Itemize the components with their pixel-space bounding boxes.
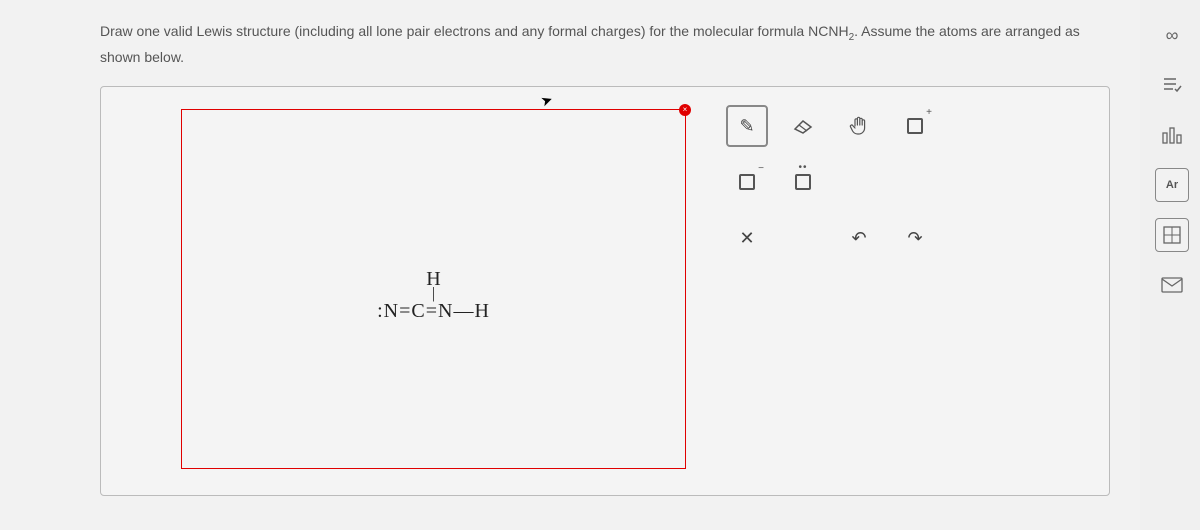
positive-charge-tool[interactable]: + — [894, 105, 936, 147]
hand-tool[interactable] — [838, 105, 880, 147]
question-prompt: Draw one valid Lewis structure (includin… — [100, 20, 1100, 68]
infinity-button[interactable]: ∞ — [1155, 18, 1189, 52]
lone-pair-tool[interactable]: •• — [782, 161, 824, 203]
lone-pair-box-icon — [795, 174, 811, 190]
negative-charge-tool[interactable]: − — [726, 161, 768, 203]
pencil-icon: ✎ — [739, 116, 754, 137]
clear-icon: ✕ — [739, 228, 754, 249]
redo-button[interactable]: ↷ — [894, 217, 936, 259]
infinity-icon: ∞ — [1166, 25, 1179, 46]
bars-button[interactable] — [1155, 118, 1189, 152]
negative-superscript: − — [758, 163, 764, 174]
molecule-main-chain: :N=C=N—H — [377, 299, 490, 323]
periodic-icon — [1162, 225, 1182, 245]
cursor-icon: ➤ — [538, 91, 555, 111]
page-root: Draw one valid Lewis structure (includin… — [0, 0, 1140, 530]
undo-icon: ↶ — [851, 228, 866, 249]
checklist-icon — [1161, 74, 1183, 96]
prompt-text-line2: shown below. — [100, 49, 184, 65]
molecule-structure[interactable]: H | :N=C=N—H — [377, 270, 490, 324]
tool-row-1: ✎ + — [726, 105, 986, 147]
lone-pair-dots: •• — [798, 162, 807, 173]
molecule-vertical-bond: | — [377, 290, 490, 300]
prompt-formula-base: NCNH — [808, 23, 848, 39]
close-canvas-button[interactable]: × — [679, 104, 691, 116]
charge-box-icon-2 — [739, 174, 755, 190]
prompt-text-a: Draw one valid Lewis structure (includin… — [100, 23, 808, 39]
tool-row-3: ✕ ↶ ↷ — [726, 217, 986, 259]
redo-icon: ↷ — [907, 228, 922, 249]
work-area: ➤ × H | :N=C=N—H ✎ — [100, 86, 1110, 496]
hand-icon — [847, 114, 871, 138]
mail-icon — [1161, 277, 1183, 293]
tool-panel: ✎ + — [726, 105, 986, 273]
right-sidebar: ∞ Ar — [1150, 18, 1194, 302]
undo-button[interactable]: ↶ — [838, 217, 880, 259]
periodic-table-button[interactable] — [1155, 218, 1189, 252]
bars-icon — [1160, 125, 1184, 145]
eraser-icon — [791, 117, 815, 135]
clear-button[interactable]: ✕ — [726, 217, 768, 259]
tool-row-2: − •• — [726, 161, 986, 203]
checklist-button[interactable] — [1155, 68, 1189, 102]
pencil-tool[interactable]: ✎ — [726, 105, 768, 147]
mail-button[interactable] — [1155, 268, 1189, 302]
drawing-canvas[interactable]: × H | :N=C=N—H — [181, 109, 686, 469]
ar-label: Ar — [1166, 179, 1178, 191]
eraser-tool[interactable] — [782, 105, 824, 147]
positive-superscript: + — [926, 107, 932, 118]
element-ar-button[interactable]: Ar — [1155, 168, 1189, 202]
charge-box-icon — [907, 118, 923, 134]
prompt-text-b: . Assume the atoms are arranged as — [854, 23, 1080, 39]
